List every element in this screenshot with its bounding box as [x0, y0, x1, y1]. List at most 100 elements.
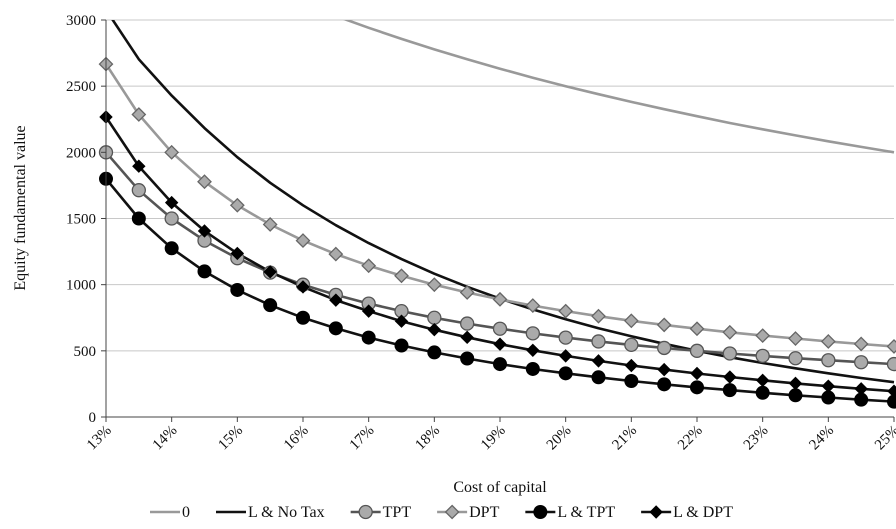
data-point — [492, 291, 508, 307]
data-point — [591, 370, 606, 385]
x-tick-labels: 13% 14% 15% 16% 17% 18% 19% 20% 21% 22% 23% 24% 25% — [84, 423, 896, 454]
data-point — [591, 308, 606, 324]
legend-item: L & No Tax — [216, 504, 325, 521]
data-point — [493, 357, 507, 372]
data-point — [525, 361, 540, 376]
data-point — [328, 246, 344, 262]
data-point — [526, 343, 540, 358]
x-axis-title: Cost of capital — [453, 479, 547, 496]
data-point — [296, 280, 310, 294]
x-tick-label: 19% — [478, 423, 509, 454]
data-point — [459, 285, 475, 300]
data-point — [755, 328, 771, 344]
data-point — [197, 264, 212, 279]
data-point — [886, 339, 896, 354]
data-point — [296, 310, 310, 325]
y-tick-labels: 0 500 1000 1500 2000 2500 3000 — [66, 13, 96, 426]
data-point — [722, 346, 737, 361]
x-tick-label: 13% — [84, 423, 115, 454]
legend-label: 0 — [182, 504, 190, 521]
data-point — [460, 351, 475, 366]
legend-swatch-marker — [533, 505, 548, 519]
y-axis-title: Equity fundamental value — [12, 125, 29, 290]
data-point — [689, 343, 705, 358]
data-point — [361, 330, 376, 345]
data-point — [788, 376, 803, 391]
data-point — [657, 340, 672, 356]
data-point — [788, 351, 803, 366]
data-point — [558, 366, 573, 381]
data-point — [230, 282, 245, 297]
data-point — [164, 195, 179, 210]
data-point — [492, 321, 508, 336]
data-point — [656, 317, 672, 333]
x-tick-label: 25% — [872, 423, 896, 454]
y-tick-label: 3000 — [66, 13, 96, 29]
data-point — [591, 354, 606, 368]
data-point — [657, 362, 671, 377]
data-point — [854, 382, 868, 396]
data-point — [755, 385, 770, 400]
data-point — [723, 370, 737, 384]
data-point — [722, 383, 737, 398]
data-point — [821, 353, 836, 368]
legend-label: L & DPT — [673, 504, 733, 521]
legend-label: L & TPT — [557, 504, 615, 521]
data-point — [657, 377, 672, 392]
data-point — [361, 304, 376, 318]
data-point — [394, 338, 409, 353]
x-tick-label: 21% — [609, 423, 640, 454]
y-tick-label: 500 — [74, 344, 97, 360]
legend-item: DPT — [437, 504, 500, 521]
data-point — [460, 330, 474, 345]
data-point — [328, 321, 343, 336]
data-point — [591, 334, 606, 349]
data-point — [131, 183, 146, 198]
data-point — [624, 337, 639, 353]
series-markers — [98, 56, 896, 409]
x-tick-label: 20% — [544, 423, 575, 454]
x-tick-label: 23% — [741, 423, 772, 454]
data-point — [427, 322, 442, 337]
data-point — [821, 379, 836, 393]
y-tick-label: 2500 — [66, 79, 96, 95]
series-line — [343, 20, 895, 154]
legend-item: L & TPT — [525, 504, 615, 521]
legend-item: 0 — [150, 504, 190, 521]
data-point — [690, 366, 704, 381]
data-point — [689, 321, 705, 337]
legend-label: L & No Tax — [248, 504, 325, 521]
data-point — [263, 265, 277, 279]
data-point — [755, 373, 770, 388]
data-point — [132, 159, 146, 173]
data-point — [394, 314, 409, 328]
x-tick-label: 15% — [215, 423, 246, 454]
data-point — [558, 330, 573, 345]
legend-swatch-marker — [649, 505, 663, 519]
data-point — [263, 298, 278, 313]
data-point — [525, 326, 540, 341]
data-point — [230, 246, 245, 261]
axes — [101, 19, 895, 422]
data-point — [427, 345, 442, 360]
data-point — [690, 380, 704, 395]
data-point — [854, 355, 869, 370]
data-point — [329, 293, 343, 307]
legend: 0 L & No Tax TPT DPT L & TPT L & DPT — [150, 504, 733, 521]
data-point — [623, 313, 639, 329]
x-tick-label: 14% — [150, 423, 181, 454]
data-point — [558, 303, 574, 319]
legend-item: L & DPT — [641, 504, 733, 521]
legend-label: TPT — [383, 504, 412, 521]
x-tick-label: 22% — [675, 423, 706, 454]
data-point — [886, 356, 896, 372]
data-point — [164, 241, 179, 256]
data-point — [853, 336, 869, 352]
data-point — [131, 211, 146, 226]
y-tick-label: 0 — [89, 410, 97, 426]
data-point — [295, 233, 311, 249]
data-point — [624, 358, 639, 373]
data-point — [361, 258, 377, 274]
y-tick-label: 1500 — [66, 212, 96, 228]
legend-swatch-marker — [444, 504, 460, 520]
